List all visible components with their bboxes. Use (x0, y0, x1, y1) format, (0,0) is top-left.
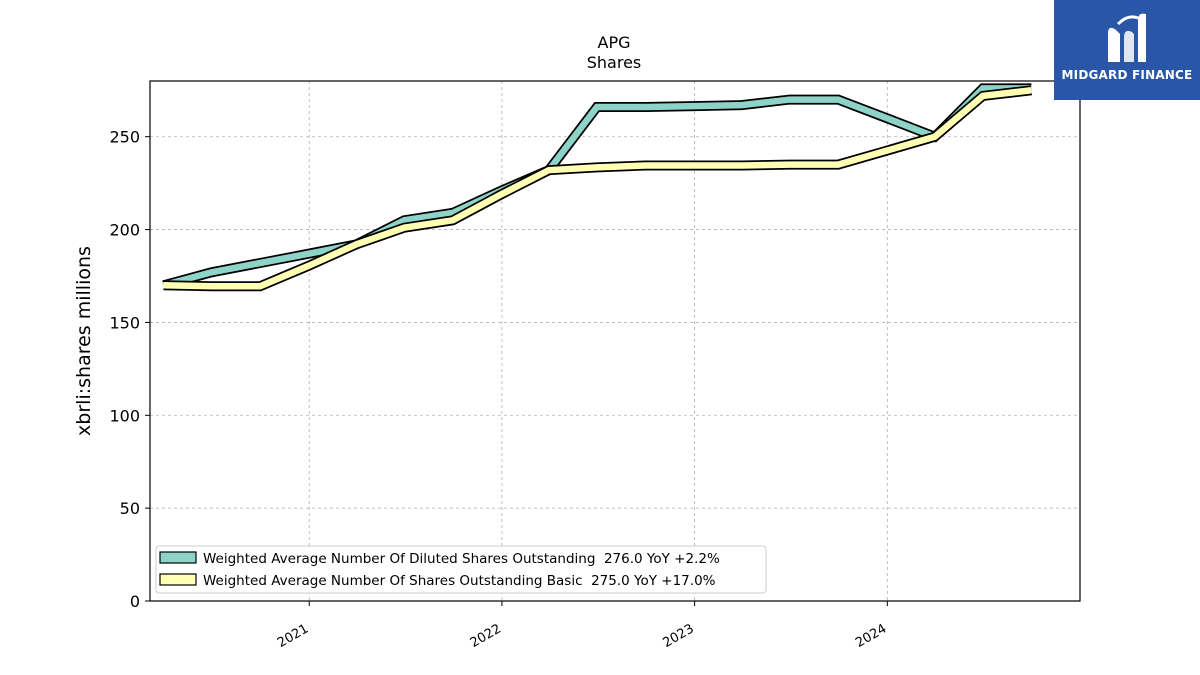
legend-label-diluted: Weighted Average Number Of Diluted Share… (203, 551, 720, 567)
x-axis: 2021 2022 2023 2024 (275, 601, 889, 651)
series-layer (162, 83, 1033, 292)
y-tick-label: 50 (120, 499, 140, 518)
legend-swatch-diluted (159, 551, 197, 564)
x-tick-label: 2021 (275, 621, 311, 651)
logo-mark-icon (1108, 13, 1146, 63)
x-tick-label: 2024 (853, 621, 889, 651)
y-axis-label: xbrli:shares millions (73, 246, 95, 436)
legend-swatch-basic (159, 573, 197, 586)
y-tick-label: 150 (109, 313, 140, 332)
series-line (162, 85, 1032, 289)
brand-logo: MIDGARD FINANCE (1054, 0, 1200, 100)
legend-frame (155, 545, 767, 594)
y-tick-label: 250 (109, 128, 140, 147)
legend-label-basic: Weighted Average Number Of Shares Outsta… (203, 573, 716, 589)
grid (150, 81, 1080, 602)
y-tick-label: 200 (109, 221, 140, 240)
legend: Weighted Average Number Of Diluted Share… (155, 545, 767, 594)
y-tick-label: 100 (109, 406, 140, 425)
chart-title: APG (598, 33, 631, 52)
x-tick-label: 2022 (468, 621, 504, 651)
logo-text: MIDGARD FINANCE (1061, 68, 1193, 82)
y-tick-label: 0 (130, 592, 140, 611)
chart-subtitle: Shares (587, 53, 642, 72)
plot-frame (149, 80, 1081, 602)
series-1 (163, 85, 1033, 292)
series-0 (162, 83, 1032, 291)
x-tick-label: 2023 (660, 621, 696, 651)
y-axis: 0 50 100 150 200 250 (109, 128, 150, 611)
